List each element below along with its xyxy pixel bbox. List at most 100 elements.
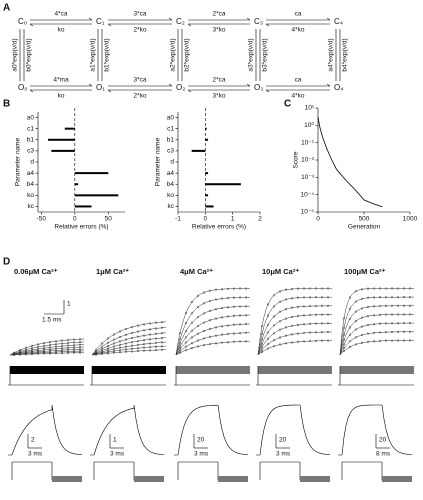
trace-marker [402,304,406,307]
y-tick-label: c1 [27,125,34,132]
trace-marker [48,352,52,355]
trace-marker [342,339,346,342]
trace-marker [94,353,98,356]
condition-label: 4μM Ca²⁺ [180,267,213,276]
trace-marker [196,339,200,342]
stimulus [340,366,414,374]
trace-marker [226,315,230,318]
trace-marker [232,296,236,299]
trace-marker [214,298,218,301]
tail-trace [90,404,165,456]
rate-label: 2*ko [133,93,146,100]
trace-marker [130,344,134,347]
x-axis-title: Relative errors (%) [192,224,246,231]
trace-marker [54,350,58,354]
trace-marker [220,333,224,336]
stimulus [92,366,166,374]
trace-marker [160,326,164,329]
trace-marker [402,339,406,342]
trace-marker [308,340,312,343]
trace-marker [320,322,324,325]
bar [74,194,119,197]
trace-marker [278,320,282,323]
arrow-head [107,23,112,27]
trace-marker [106,350,110,354]
scale-label: 3 ms [194,451,209,458]
trace-marker [284,342,288,345]
trace-marker [72,344,76,347]
trace-marker [396,339,400,342]
trace-marker [184,311,188,315]
y-axis-title: Parameter name [155,137,162,186]
trace-marker [72,350,76,353]
trace-marker [106,337,110,340]
trace-marker [190,347,194,350]
trace-marker [244,331,248,334]
current-trace [257,331,333,356]
trace-marker [142,349,146,352]
arrow-head [29,23,34,27]
scale-label: 8 ms [376,451,391,458]
panel-label: D [3,257,10,268]
bar [205,194,209,197]
rate-label: ca [295,77,302,84]
condition-label: 10μM Ca²⁺ [262,267,299,276]
tail-trace [174,404,249,456]
trace-marker [42,342,46,345]
trace-marker [66,341,70,345]
y-tick-label: 10⁻⁵ [301,209,315,216]
trace-marker [354,343,358,346]
arrow-head [326,17,331,21]
tail-trace [338,404,413,456]
trace-marker [366,323,370,327]
trace-marker [260,348,264,351]
y-tick-label: 10⁻² [301,157,315,164]
trace-marker [244,322,248,326]
trace-marker [302,305,306,308]
trace-marker [296,296,300,299]
trace-marker [272,305,276,308]
trace-marker [148,346,152,349]
trace-marker [384,339,388,342]
trace-marker [78,341,82,344]
trace-marker [296,332,300,335]
current-trace [257,322,333,356]
bar [74,205,92,208]
trace-marker [48,343,52,347]
trace-marker [266,347,270,350]
current-trace [339,305,414,356]
trace-marker [390,296,394,299]
trace-marker [372,296,376,299]
trace-marker [272,315,276,318]
trace-marker [118,343,122,346]
arrow-head [187,23,192,27]
trace-marker [124,333,128,336]
state-label: O₄ [334,83,344,92]
arrow-head [168,83,173,87]
trace-marker [178,351,182,354]
trace-marker [136,340,140,343]
trace-marker [208,319,212,322]
trace-marker [232,314,236,317]
bar [64,127,75,130]
trace-marker [36,352,40,355]
trace-marker [284,308,288,311]
trace-marker [148,322,152,325]
trace-marker [190,336,194,339]
arrow-head [88,83,93,87]
trace-marker [378,339,382,343]
trace-marker [78,346,82,349]
bar [191,149,206,152]
trace-marker [260,332,264,335]
y-tick-label: c3 [27,148,34,155]
bar [48,138,75,141]
trace-marker [118,346,122,349]
trace-marker [354,336,358,339]
trace-marker [42,352,46,355]
panel-label: B [3,99,10,110]
arrow-head [265,89,270,93]
trace-marker [142,339,146,342]
trace-marker [366,340,370,343]
trace-marker [130,331,134,335]
rate-label: 4*ko [291,27,304,34]
